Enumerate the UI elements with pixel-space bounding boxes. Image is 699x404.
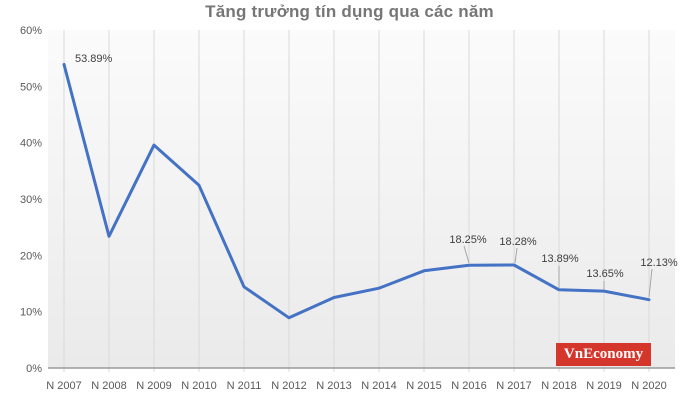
y-tick-label: 20%	[20, 250, 42, 262]
x-tick-label: N 2020	[631, 380, 666, 392]
y-tick-label: 10%	[20, 307, 42, 319]
data-point-label: 12.13%	[640, 257, 678, 269]
x-tick-label: N 2012	[271, 380, 306, 392]
data-label-leader-line	[648, 268, 653, 298]
plot-area	[48, 30, 675, 368]
x-tick-label: N 2013	[316, 380, 351, 392]
x-tick-label: N 2007	[46, 380, 81, 392]
x-tick-label: N 2008	[91, 380, 126, 392]
y-tick-label: 50%	[20, 81, 42, 93]
data-point-label: 18.28%	[499, 236, 537, 248]
x-tick-label: N 2009	[136, 380, 171, 392]
chart-title: Tăng trưởng tín dụng qua các năm	[205, 2, 494, 21]
x-tick-label: N 2014	[361, 380, 396, 392]
y-tick-label: 30%	[20, 194, 42, 206]
data-label-leader-line	[514, 247, 518, 264]
data-point-label: 13.65%	[586, 268, 624, 280]
data-point-label: 18.25%	[449, 234, 487, 246]
data-point-label: 13.89%	[541, 253, 579, 265]
x-tick-label: N 2019	[586, 380, 621, 392]
x-tick-label: N 2010	[181, 380, 216, 392]
y-tick-label: 40%	[20, 138, 42, 150]
vneconomy-logo: VnEconomy	[556, 343, 651, 366]
x-tick-label: N 2011	[227, 380, 262, 392]
data-label-leader-line	[463, 245, 470, 264]
data-point-label: 53.89%	[75, 53, 113, 65]
y-tick-label: 60%	[20, 25, 42, 37]
y-tick-label: 0%	[26, 363, 42, 375]
x-tick-label: N 2016	[451, 380, 486, 392]
credit-growth-series-line	[62, 62, 651, 320]
x-tick-label: N 2018	[541, 380, 576, 392]
x-tick-label: N 2015	[406, 380, 441, 392]
x-tick-label: N 2017	[496, 380, 531, 392]
